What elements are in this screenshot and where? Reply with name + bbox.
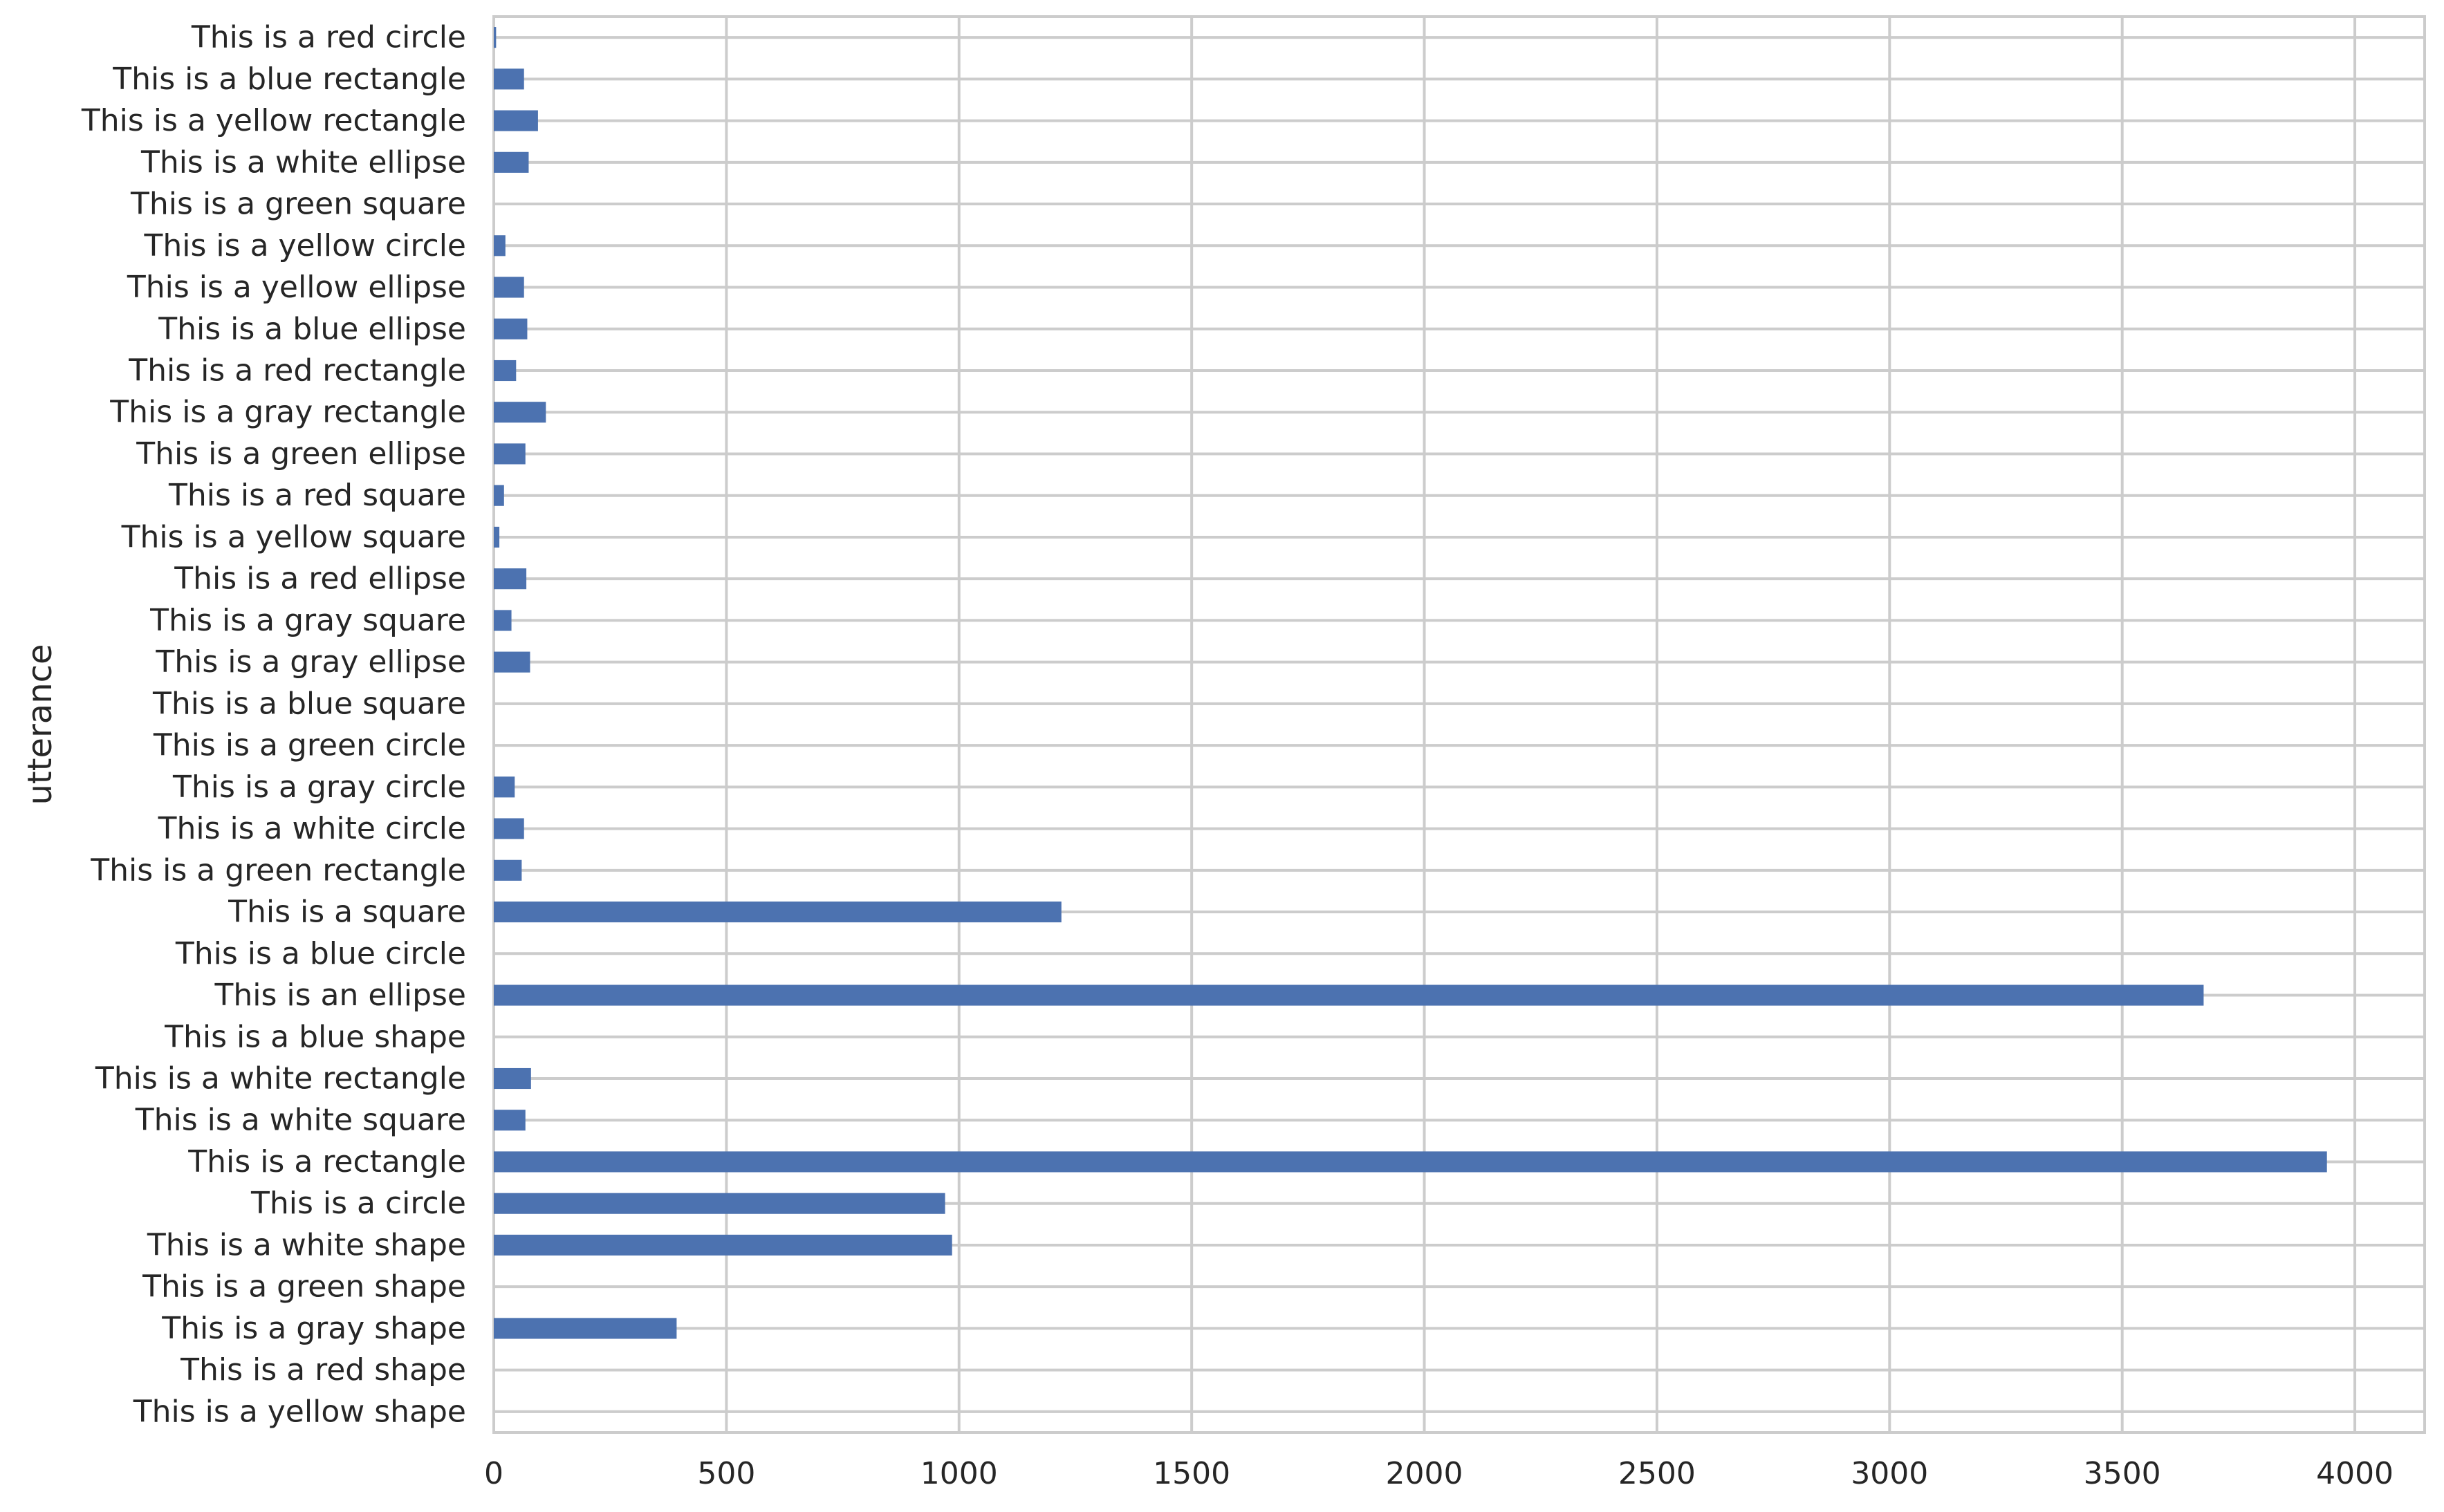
y-tick-label: This is a square <box>228 895 466 930</box>
x-tick-label: 0 <box>484 1456 503 1491</box>
y-tick-label: This is a yellow circle <box>144 228 466 263</box>
bar <box>494 1151 2327 1173</box>
y-tick-label: This is a circle <box>250 1186 466 1221</box>
y-tick-label: This is a blue rectangle <box>112 62 466 97</box>
y-tick-label: This is a red ellipse <box>174 561 466 597</box>
y-tick-label: This is a green rectangle <box>90 852 466 888</box>
y-tick-label: This is a green square <box>130 187 466 222</box>
y-tick-label: This is a blue shape <box>164 1019 466 1054</box>
y-tick-label: This is a white rectangle <box>95 1061 466 1096</box>
bar <box>494 818 524 839</box>
x-tick-label: 4000 <box>2316 1456 2394 1491</box>
y-tick-labels: This is a red circle This is a blue recta… <box>81 20 466 1430</box>
y-tick-label: This is a gray circle <box>172 769 466 805</box>
bar <box>494 651 530 673</box>
bar <box>494 485 504 506</box>
x-tick-label: 2500 <box>1618 1456 1696 1491</box>
x-tick-label: 3500 <box>2084 1456 2161 1491</box>
bar <box>494 318 528 339</box>
y-tick-label: This is a yellow rectangle <box>81 103 466 138</box>
y-tick-label: This is a yellow shape <box>133 1394 466 1429</box>
bar <box>494 776 515 798</box>
y-axis-label: utterance <box>21 644 59 805</box>
x-tick-labels: 0 500 1000 1500 2000 2500 3000 3500 4000 <box>484 1456 2394 1491</box>
bar <box>494 1110 526 1131</box>
bar <box>494 1067 531 1090</box>
bar <box>494 402 546 423</box>
x-tick-label: 500 <box>697 1456 755 1491</box>
y-tick-label: This is a yellow ellipse <box>127 270 466 305</box>
y-tick-label: This is a gray rectangle <box>109 395 466 430</box>
y-tick-label: This is an ellipse <box>214 978 466 1013</box>
y-tick-label: This is a white ellipse <box>140 144 466 180</box>
y-tick-label: This is a red square <box>168 478 466 513</box>
y-tick-label: This is a gray shape <box>161 1311 466 1346</box>
y-tick-label: This is a blue square <box>152 686 466 721</box>
bar <box>494 568 527 590</box>
y-tick-label: This is a yellow square <box>121 519 466 554</box>
bar <box>494 1318 677 1339</box>
bar <box>494 235 506 256</box>
x-tick-label: 1000 <box>920 1456 998 1491</box>
y-tick-label: This is a rectangle <box>187 1144 466 1179</box>
x-tick-label: 2000 <box>1386 1456 1463 1491</box>
bar <box>494 110 538 131</box>
bar <box>494 68 524 90</box>
bar <box>494 526 500 548</box>
bar <box>494 277 524 298</box>
plot-area <box>492 15 2426 1434</box>
bar <box>494 27 497 48</box>
y-tick-label: This is a white circle <box>158 811 466 846</box>
y-tick-label: This is a blue circle <box>175 936 466 971</box>
bar <box>494 902 1062 923</box>
grid-lines <box>492 17 2425 1432</box>
bar <box>494 443 526 465</box>
bar <box>494 610 512 631</box>
y-tick-label: This is a white shape <box>147 1227 466 1262</box>
y-tick-label: This is a green shape <box>142 1269 466 1305</box>
bar <box>494 984 2204 1006</box>
y-tick-label: This is a red shape <box>180 1352 466 1388</box>
bar <box>494 1234 952 1256</box>
bar <box>494 360 517 382</box>
y-tick-label: This is a green ellipse <box>136 436 466 472</box>
x-tick-label: 3000 <box>1851 1456 1928 1491</box>
bar <box>494 1193 945 1214</box>
bar <box>494 151 529 173</box>
y-tick-label: This is a gray ellipse <box>155 644 466 680</box>
y-tick-label: This is a gray square <box>149 603 466 638</box>
x-tick-label: 1500 <box>1153 1456 1230 1491</box>
bar <box>494 859 522 881</box>
y-tick-label: This is a blue ellipse <box>158 311 466 346</box>
y-tick-label: This is a green circle <box>153 728 466 763</box>
y-tick-label: This is a red rectangle <box>128 353 466 389</box>
bars <box>494 27 2327 1339</box>
y-tick-label: This is a white square <box>135 1103 466 1138</box>
y-tick-label: This is a red circle <box>191 20 466 55</box>
